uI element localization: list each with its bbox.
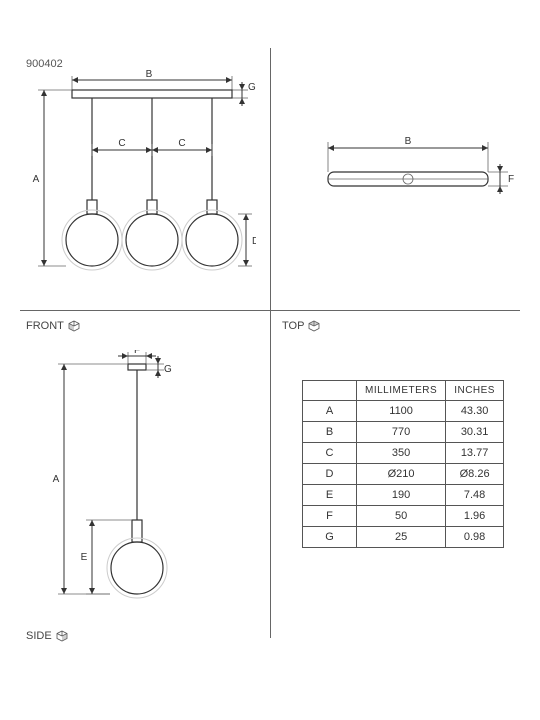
table-row: B 770 30.31 xyxy=(303,422,504,443)
table-cell-mm: 25 xyxy=(357,527,446,548)
svg-text:E: E xyxy=(81,552,88,563)
svg-text:B: B xyxy=(146,70,153,80)
table-cell-key: G xyxy=(303,527,357,548)
table-row: A 1100 43.30 xyxy=(303,401,504,422)
table-cell-in: 1.96 xyxy=(446,506,504,527)
table-cell-mm: 1100 xyxy=(357,401,446,422)
table-row: D Ø210 Ø8.26 xyxy=(303,464,504,485)
table-row: E 190 7.48 xyxy=(303,485,504,506)
table-cell-key: B xyxy=(303,422,357,443)
table-cell-in: 43.30 xyxy=(446,401,504,422)
table-cell-in: 0.98 xyxy=(446,527,504,548)
dimension-table: MILLIMETERS INCHES A 1100 43.30 B 770 30… xyxy=(302,380,504,548)
table-row: C 350 13.77 xyxy=(303,443,504,464)
table-cell-key: A xyxy=(303,401,357,422)
front-label-text: FRONT xyxy=(26,320,64,332)
front-view-diagram: B G A xyxy=(26,70,256,300)
table-cell-mm: 50 xyxy=(357,506,446,527)
svg-text:G: G xyxy=(248,82,256,93)
table-cell-mm: Ø210 xyxy=(357,464,446,485)
side-view-label: SIDE xyxy=(26,630,68,642)
svg-text:A: A xyxy=(33,174,40,185)
table-header-mm: MILLIMETERS xyxy=(357,381,446,401)
svg-text:A: A xyxy=(53,474,60,485)
divider-vertical xyxy=(270,48,271,638)
table-row: F 50 1.96 xyxy=(303,506,504,527)
svg-text:F: F xyxy=(134,350,140,356)
table-header-in: INCHES xyxy=(446,381,504,401)
svg-text:B: B xyxy=(405,136,412,147)
svg-text:D: D xyxy=(252,236,256,247)
top-view-diagram: B F xyxy=(298,120,518,240)
top-label-text: TOP xyxy=(282,320,304,332)
cube-icon xyxy=(308,320,320,332)
side-label-text: SIDE xyxy=(26,630,52,642)
table-cell-in: 7.48 xyxy=(446,485,504,506)
cube-icon xyxy=(56,630,68,642)
side-view-diagram: F G A E xyxy=(50,350,230,620)
table-header-blank xyxy=(303,381,357,401)
table-cell-in: 13.77 xyxy=(446,443,504,464)
table-cell-key: F xyxy=(303,506,357,527)
svg-text:G: G xyxy=(164,364,172,375)
table-cell-mm: 350 xyxy=(357,443,446,464)
cube-icon xyxy=(68,320,80,332)
table-cell-key: E xyxy=(303,485,357,506)
divider-horizontal xyxy=(20,310,520,311)
svg-text:F: F xyxy=(508,174,514,185)
table-header-row: MILLIMETERS INCHES xyxy=(303,381,504,401)
page: 900402 B G xyxy=(0,0,540,720)
front-view-label: FRONT xyxy=(26,320,80,332)
top-view-label: TOP xyxy=(282,320,320,332)
table-cell-mm: 770 xyxy=(357,422,446,443)
svg-text:C: C xyxy=(118,138,125,149)
table-cell-mm: 190 xyxy=(357,485,446,506)
table-row: G 25 0.98 xyxy=(303,527,504,548)
table-cell-in: Ø8.26 xyxy=(446,464,504,485)
product-id: 900402 xyxy=(26,58,63,70)
table-cell-key: D xyxy=(303,464,357,485)
table-cell-key: C xyxy=(303,443,357,464)
table-cell-in: 30.31 xyxy=(446,422,504,443)
svg-text:C: C xyxy=(178,138,185,149)
